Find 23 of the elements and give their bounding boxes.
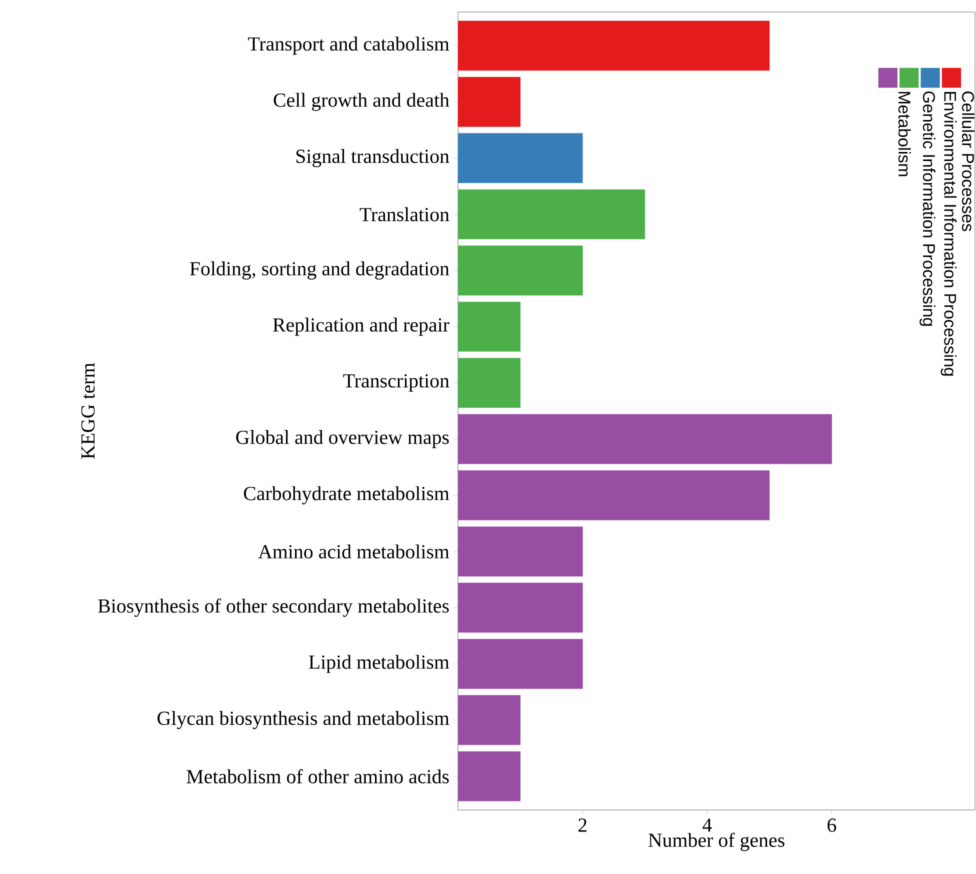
legend-label: Metabolism: [898, 92, 911, 176]
x-tick-label: 2: [578, 818, 586, 832]
y-tick-label: Cell growth and death: [274, 92, 450, 111]
y-tick-label: Replication and repair: [273, 318, 450, 336]
y-tick-label: Translation: [360, 207, 450, 222]
y-tick-label: Global and overview maps: [236, 430, 449, 448]
y-tick-label: Metabolism of other amino acids: [186, 769, 449, 784]
y-axis-title: KEGG term: [81, 362, 95, 459]
y-tick-label: Glycan biosynthesis and metabolism: [158, 711, 450, 730]
y-tick-label: Carbohydrate metabolism: [244, 486, 450, 504]
y-tick-label: Signal transduction: [296, 149, 450, 168]
x-tick-label: 6: [828, 818, 836, 832]
y-tick-label: Transcription: [343, 374, 450, 392]
y-tick-label: Biosynthesis of other secondary metabolites: [98, 598, 449, 617]
legend-label: Cellular Processes: [962, 91, 974, 232]
legend-label: Environmental Information Processing: [940, 92, 957, 376]
y-tick-label: Folding, sorting and degradation: [190, 261, 450, 280]
y-tick-label: Amino acid metabolism: [258, 544, 450, 558]
x-tick-label: 4: [702, 818, 712, 832]
y-tick-label: Lipid metabolism: [308, 654, 450, 673]
legend-label: Genetic Information Processing: [920, 91, 936, 326]
x-axis-title: Number of genes: [648, 832, 784, 852]
y-tick-label: Transport and catabolism: [248, 36, 450, 55]
